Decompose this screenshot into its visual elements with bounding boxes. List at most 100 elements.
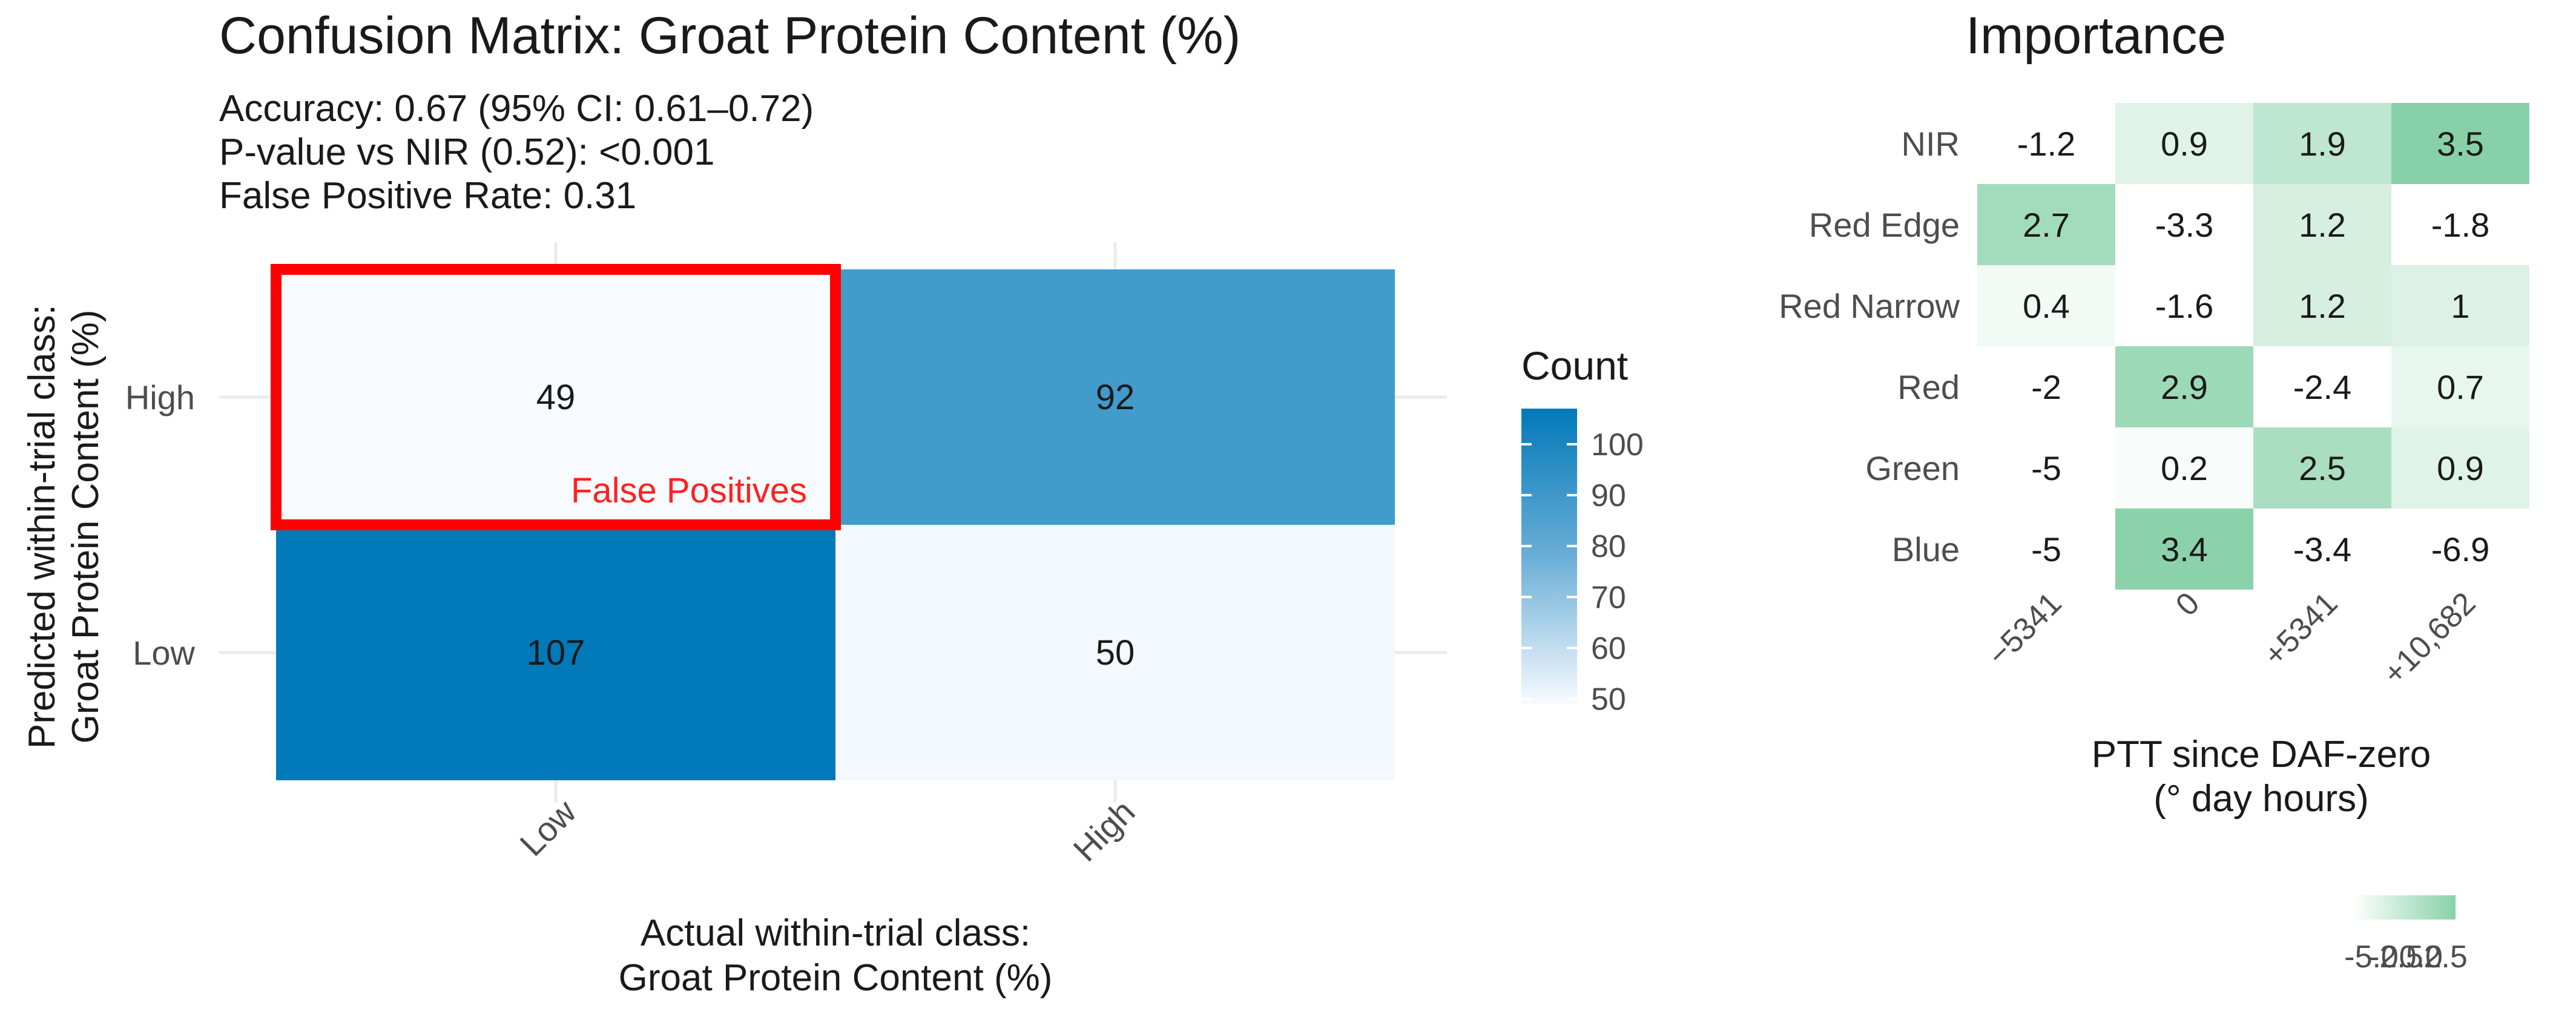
imp-cell-value: 2.7	[2023, 206, 2070, 244]
imp-tile	[1977, 184, 2115, 265]
imp-tile	[2253, 508, 2391, 590]
imp-cell-value: -1.8	[2431, 206, 2490, 244]
imp-tile	[2115, 103, 2253, 184]
imp-legend-colorbar	[2353, 895, 2456, 920]
imp-cell-value: 3.5	[2437, 125, 2484, 163]
imp-tile	[2253, 265, 2391, 346]
imp-x-axis-title-line-1: PTT since DAF-zero	[2092, 734, 2431, 775]
cm-legend-colorbar	[1521, 409, 1577, 704]
imp-tile	[2253, 184, 2391, 265]
imp-y-tick-label: Red	[1897, 368, 1960, 406]
imp-cell-value: 0.9	[2437, 449, 2484, 487]
cm-legend-ticks: 100 90 80 70 60 50	[1521, 427, 1644, 717]
imp-legend-ticks: -5.0-2.50.02.5	[2344, 939, 2468, 975]
imp-x-tick-label: +5341	[2257, 585, 2344, 673]
imp-tile	[2391, 265, 2529, 346]
imp-cell-value: 1.2	[2299, 287, 2346, 325]
cm-subtitle-line-3: False Positive Rate: 0.31	[219, 175, 636, 217]
cm-x-axis-title-line-1: Actual within-trial class:	[641, 912, 1030, 954]
imp-y-tick-label: NIR	[1902, 125, 1960, 163]
imp-tile	[2391, 184, 2529, 265]
imp-cell-value: 3.4	[2161, 530, 2208, 568]
imp-cell-value: 1.2	[2299, 206, 2346, 244]
imp-x-tick-label: −5341	[1981, 585, 2068, 673]
imp-cell-value: -6.9	[2431, 530, 2490, 568]
imp-cell-value: 0.7	[2437, 368, 2484, 406]
imp-cell-value: 1	[2451, 287, 2469, 325]
imp-x-ticks: −5341 0 +5341 +10,682	[1981, 585, 2482, 691]
imp-tiles	[1977, 103, 2529, 590]
cm-subtitle-line-2: P-value vs NIR (0.52): <0.001	[219, 131, 714, 173]
imp-tile	[2115, 346, 2253, 427]
imp-cell-value: 2.9	[2161, 368, 2208, 406]
imp-title: Importance	[1966, 7, 2226, 65]
imp-tile	[2253, 346, 2391, 427]
imp-tile	[2391, 103, 2529, 184]
cm-legend: Count 100 90 80 70 60 50	[1521, 343, 1644, 717]
cm-count-high-low: 50	[1096, 633, 1135, 673]
imp-y-tick-label: Blue	[1892, 530, 1960, 568]
imp-cell-value: -1.6	[2155, 287, 2214, 325]
imp-tile	[2391, 427, 2529, 508]
cm-legend-tick-label: 100	[1591, 427, 1644, 462]
imp-tile	[1977, 103, 2115, 184]
imp-legend-tick-label: 0.0	[2399, 939, 2443, 975]
imp-tile	[2115, 427, 2253, 508]
imp-y-ticks: NIR Red Edge Red Narrow Red Green Blue	[1779, 125, 1960, 568]
imp-legend: -5.0-2.50.02.5	[2344, 895, 2468, 975]
imp-tile	[1977, 265, 2115, 346]
cm-y-axis-title-line-2: Groat Protein Content (%)	[65, 310, 107, 744]
cm-y-tick-low: Low	[133, 634, 195, 672]
cm-x-axis-title-line-2: Groat Protein Content (%)	[619, 957, 1053, 999]
imp-tile	[2253, 427, 2391, 508]
cm-title: Confusion Matrix: Groat Protein Content …	[219, 7, 1240, 65]
cm-tile-high-high	[835, 269, 1395, 525]
imp-cell-value: 1.9	[2299, 125, 2346, 163]
cm-tile-low-high	[276, 269, 835, 525]
imp-tile	[2391, 346, 2529, 427]
imp-tile	[2253, 103, 2391, 184]
cm-y-axis-title-line-1: Predicted within-trial class:	[21, 304, 63, 749]
imp-tile	[1977, 427, 2115, 508]
cm-tile-high-low	[835, 525, 1395, 780]
cm-legend-tick-label: 60	[1591, 631, 1626, 666]
imp-tile	[2115, 508, 2253, 590]
imp-cell-value: -3.3	[2155, 206, 2214, 244]
imp-tile	[2391, 508, 2529, 590]
cm-count-low-low: 107	[527, 633, 585, 673]
cm-legend-tick-label: 50	[1591, 682, 1626, 717]
false-positive-highlight-box	[271, 264, 841, 530]
imp-legend-tick-label: -5.0	[2344, 939, 2399, 975]
imp-x-axis-title-line-2: (° day hours)	[2153, 778, 2369, 820]
cm-x-tick-low: Low	[512, 792, 584, 864]
imp-cell-value: 0.2	[2161, 449, 2208, 487]
cm-legend-tick-label: 90	[1591, 478, 1626, 513]
cm-legend-title: Count	[1521, 343, 1628, 388]
imp-legend-tick-label: 2.5	[2424, 939, 2468, 975]
imp-cell-value: -3.4	[2293, 530, 2352, 568]
imp-tile	[2115, 265, 2253, 346]
imp-tile	[1977, 508, 2115, 590]
imp-x-tick-label: +10,682	[2377, 585, 2483, 691]
imp-tile	[2115, 184, 2253, 265]
imp-cell-value: -5	[2031, 530, 2061, 568]
cm-subtitle-line-1: Accuracy: 0.67 (95% CI: 0.61–0.72)	[219, 88, 814, 130]
imp-cell-value: -2.4	[2293, 368, 2352, 406]
imp-values: -1.2 0.9 1.9 3.5 2.7 -3.3 1.2 -1.8 0.4 -1.6 1.2 1 -2…	[2017, 125, 2490, 568]
imp-cell-value: -2	[2031, 368, 2061, 406]
imp-cell-value: 0.9	[2161, 125, 2208, 163]
cm-y-tick-high: High	[125, 378, 195, 416]
imp-y-tick-label: Red Narrow	[1779, 287, 1960, 325]
confusion-matrix-chart: Confusion Matrix: Groat Protein Content …	[21, 7, 1644, 999]
imp-legend-tick-label: -2.5	[2369, 939, 2423, 975]
imp-cell-value: -1.2	[2017, 125, 2076, 163]
cm-count-low-high: 49	[536, 378, 576, 417]
imp-cell-value: 2.5	[2299, 449, 2346, 487]
imp-x-tick-label: 0	[2169, 585, 2206, 622]
imp-y-tick-label: Red Edge	[1809, 206, 1960, 244]
cm-x-tick-high: High	[1066, 792, 1142, 869]
imp-cell-value: 0.4	[2023, 287, 2070, 325]
importance-heatmap-chart: Importance -1.2 0.9 1.9 3.5 2.7 -3.3 1.2 -1.8 0.…	[1779, 7, 2529, 975]
imp-cell-value: -5	[2031, 449, 2061, 487]
